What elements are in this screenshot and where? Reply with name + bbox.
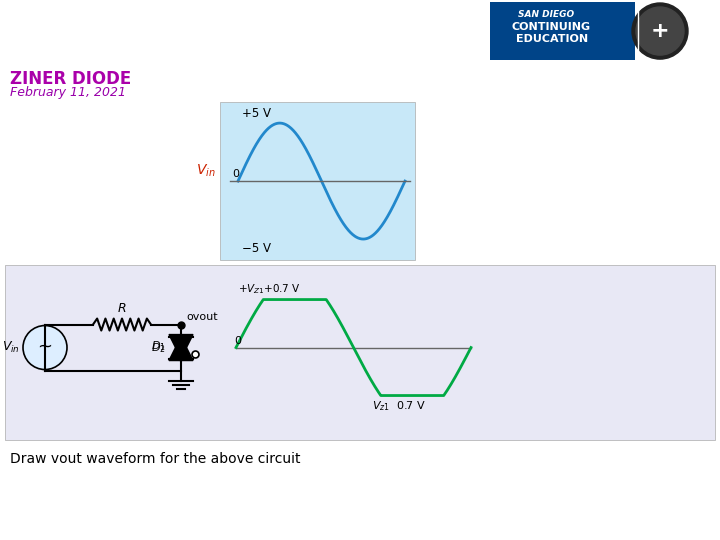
Text: −5 V: −5 V (242, 242, 271, 255)
FancyBboxPatch shape (220, 102, 415, 260)
Text: ★: ★ (316, 2, 334, 21)
Text: $D_2$: $D_2$ (151, 342, 166, 355)
Text: EDUCATION: EDUCATION (516, 34, 588, 44)
Text: +5 V: +5 V (242, 107, 271, 120)
Text: 0: 0 (232, 169, 239, 179)
Text: ★: ★ (303, 7, 317, 22)
Polygon shape (169, 335, 193, 359)
Text: CONTINUING: CONTINUING (512, 22, 591, 32)
Circle shape (632, 3, 688, 59)
Text: Electronic Technician Certification Program: Electronic Technician Certification Prog… (10, 25, 447, 43)
Text: $V_{in}$: $V_{in}$ (2, 340, 20, 355)
FancyBboxPatch shape (5, 265, 715, 440)
Circle shape (23, 326, 67, 369)
Text: February 11, 2021: February 11, 2021 (10, 86, 126, 99)
Text: Draw vout waveform for the above circuit: Draw vout waveform for the above circuit (10, 452, 300, 466)
Text: $V_{z1}$  0.7 V: $V_{z1}$ 0.7 V (372, 400, 426, 413)
FancyBboxPatch shape (490, 2, 635, 60)
Text: $D_1$: $D_1$ (151, 340, 166, 354)
Text: $V_{in}$: $V_{in}$ (197, 163, 216, 179)
Text: +$V_{Z1}$+0.7 V: +$V_{Z1}$+0.7 V (238, 282, 300, 295)
Text: R: R (117, 301, 126, 314)
Text: ovout: ovout (186, 312, 217, 321)
Circle shape (636, 7, 684, 55)
Text: +: + (651, 21, 670, 41)
Text: ZINER DIODE: ZINER DIODE (10, 70, 131, 88)
Polygon shape (169, 336, 193, 361)
Text: SAN DIEGO: SAN DIEGO (518, 10, 574, 19)
Text: ~: ~ (37, 338, 53, 355)
Text: 0: 0 (234, 335, 241, 346)
Text: ★: ★ (334, 10, 346, 24)
